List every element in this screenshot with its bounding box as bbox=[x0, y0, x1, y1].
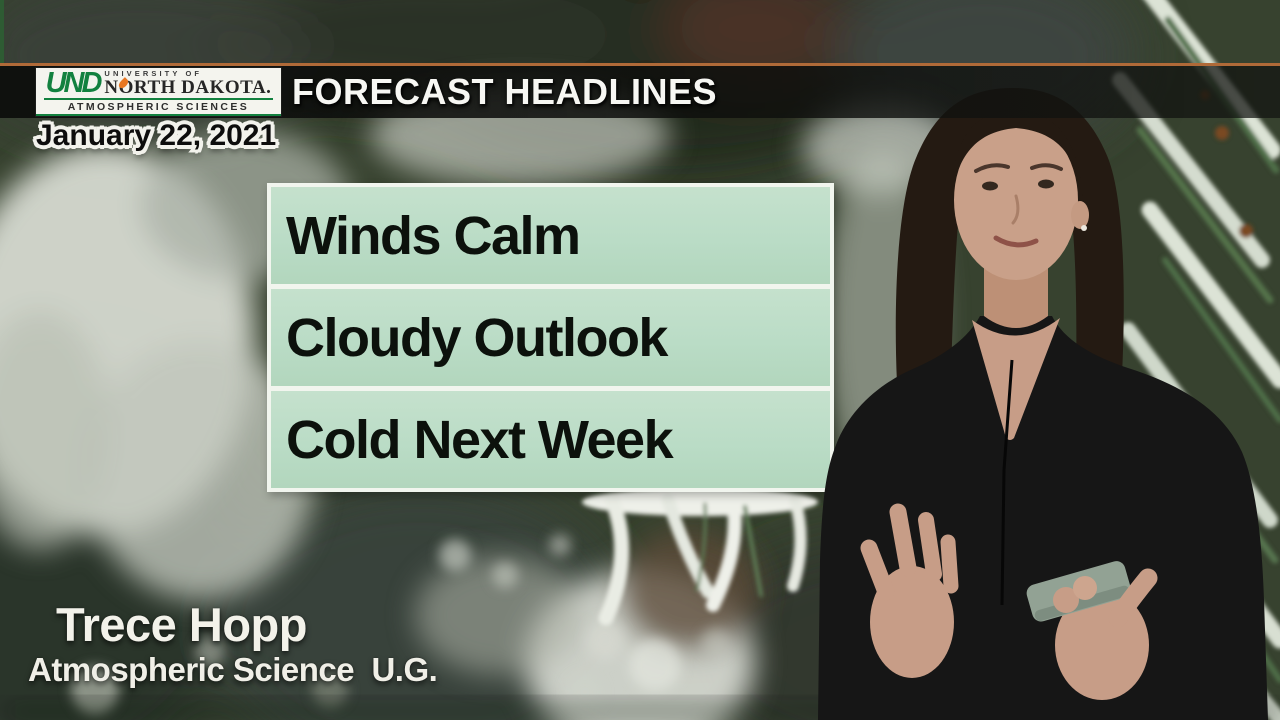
headline-text: Winds Calm bbox=[286, 205, 581, 266]
university-wordmark: UNIVERSITY OF NORTH DAKOTA. bbox=[104, 68, 272, 98]
und-mark: UND bbox=[45, 67, 103, 99]
page-title: FORECAST HEADLINES bbox=[292, 71, 718, 112]
broadcast-date-outline: January 22, 2021 bbox=[33, 116, 279, 155]
headline-row: Cloudy Outlook bbox=[271, 289, 830, 386]
logo-green-rule bbox=[44, 98, 273, 100]
university-of-text: UNIVERSITY OF bbox=[104, 68, 203, 78]
presenter-lower-third: Trece Hopp Atmospheric Science U.G. bbox=[0, 599, 540, 689]
presenter-name: Trece Hopp bbox=[56, 598, 307, 651]
headline-text: Cold Next Week bbox=[286, 409, 674, 470]
headline-text: Cloudy Outlook bbox=[286, 307, 668, 368]
broadcast-date-text: January 22, 2021 bbox=[36, 119, 277, 152]
header-bar: UND UNIVERSITY OF NORTH DAKOTA. ATMOSPHE… bbox=[0, 63, 1280, 118]
presenter-title: Atmospheric Science U.G. bbox=[28, 651, 438, 688]
headline-row: Cold Next Week bbox=[271, 391, 830, 488]
und-logo-badge: UND UNIVERSITY OF NORTH DAKOTA. ATMOSPHE… bbox=[36, 68, 281, 116]
north-dakota-text: NORTH DAKOTA. bbox=[104, 76, 272, 98]
headline-row: Winds Calm bbox=[271, 187, 830, 284]
department-text: ATMOSPHERIC SCIENCES bbox=[67, 101, 250, 113]
headlines-panel: Winds Calm Cloudy Outlook Cold Next Week bbox=[267, 183, 834, 492]
und-logo-top: UND UNIVERSITY OF NORTH DAKOTA. bbox=[36, 67, 281, 99]
